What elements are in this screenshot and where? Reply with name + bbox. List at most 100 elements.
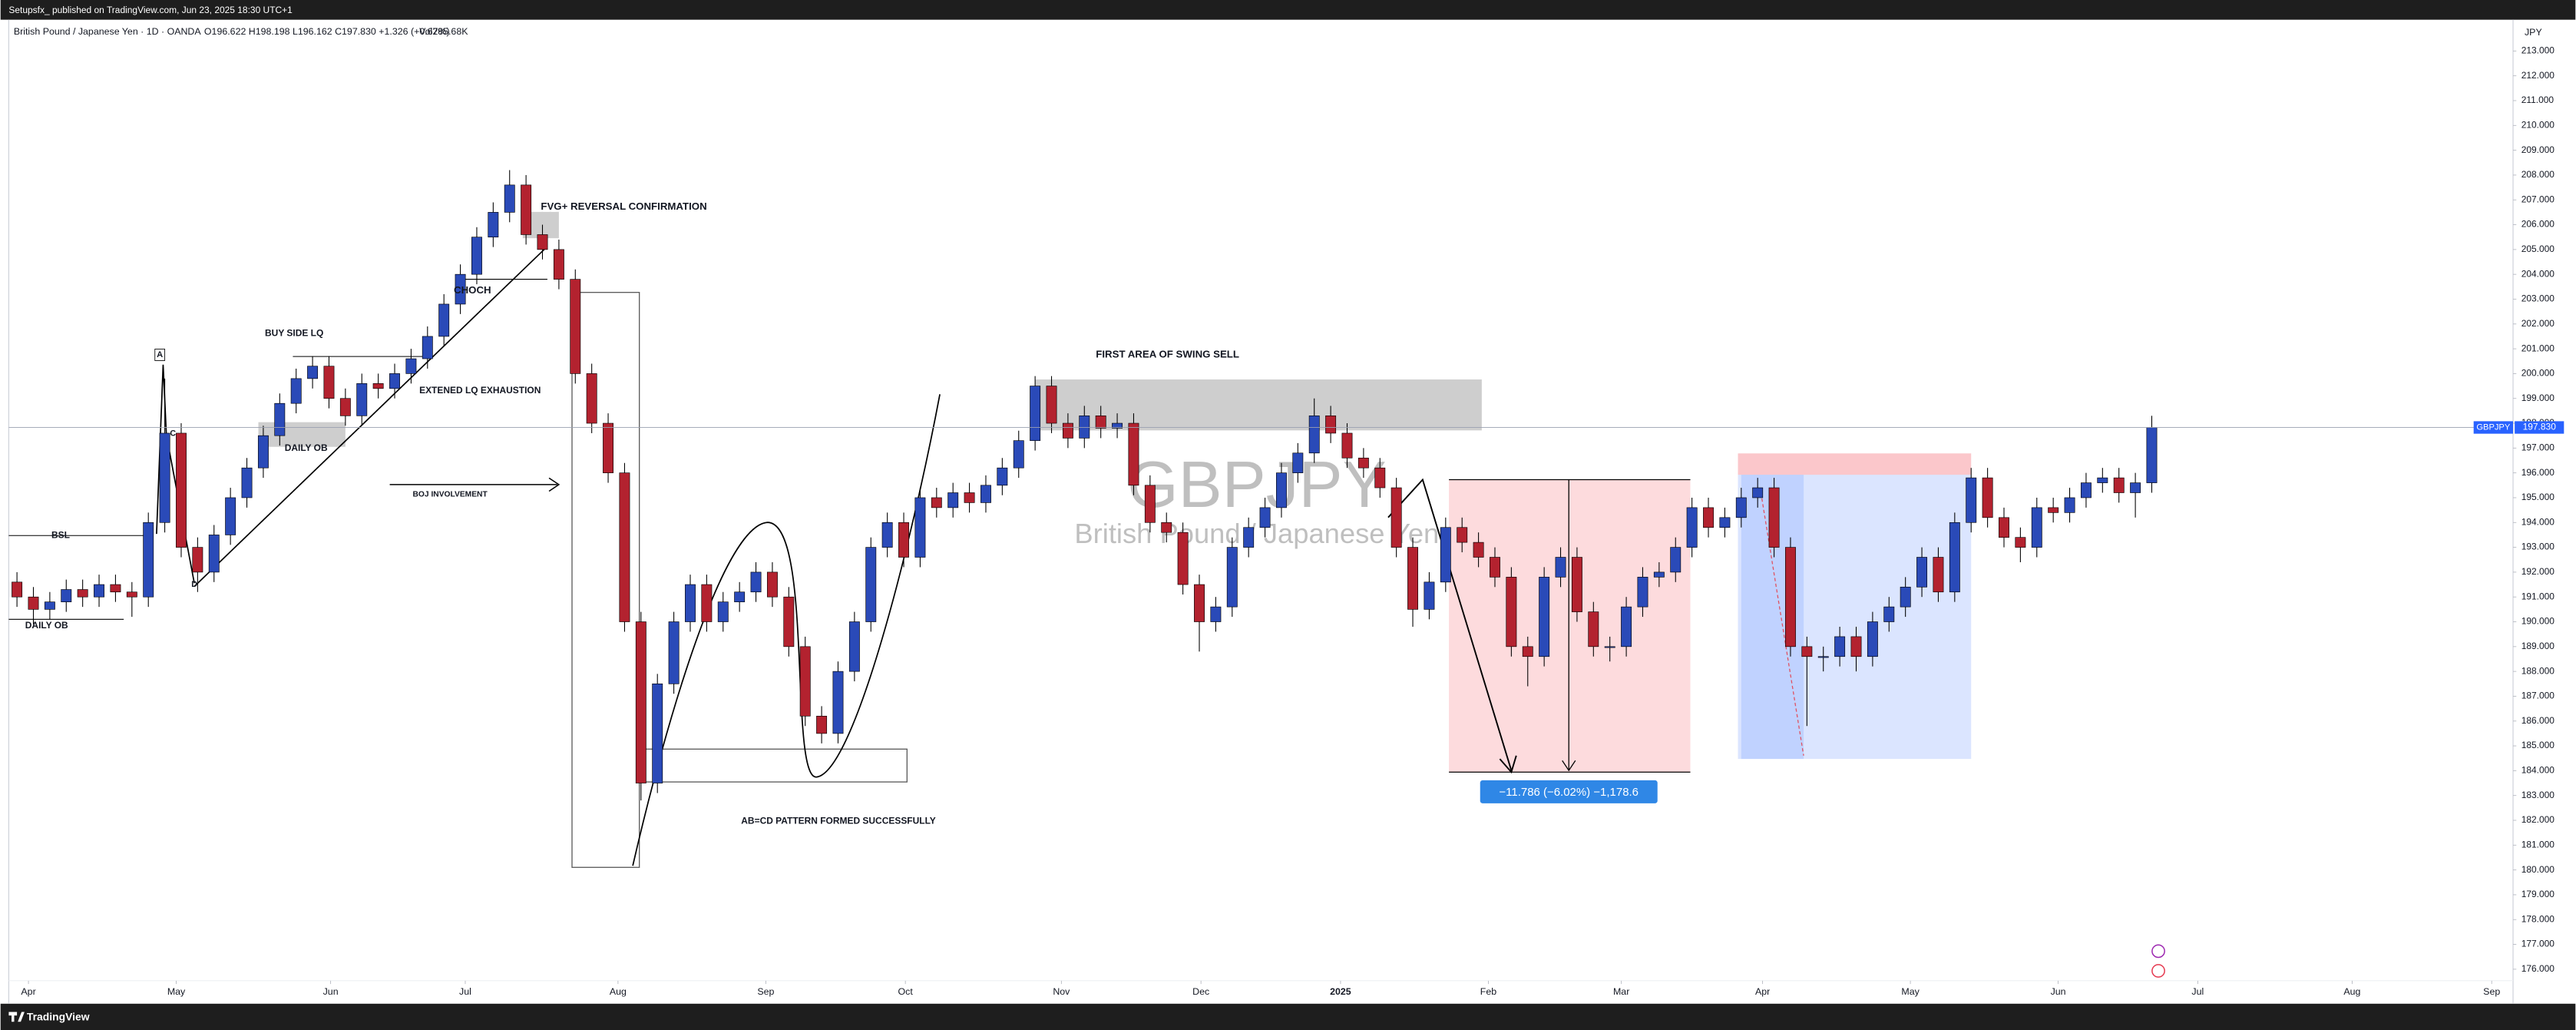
candle-body xyxy=(947,492,959,508)
candle-body xyxy=(1867,621,1878,657)
x-tick-label: Feb xyxy=(1480,986,1496,997)
candle-body xyxy=(307,366,319,379)
y-tick-label: 190.000 xyxy=(2521,616,2555,627)
y-tick-label: 182.000 xyxy=(2521,814,2555,825)
candle-body xyxy=(1588,611,1599,647)
measure-label: −11.786 (−6.02%) −1,178.6 xyxy=(1499,786,1639,799)
measure-box xyxy=(1480,780,1658,803)
candle-body xyxy=(898,522,909,558)
candle-body xyxy=(521,184,532,235)
y-tick-label: 192.000 xyxy=(2521,566,2555,577)
candle-body xyxy=(816,715,828,734)
candle-body xyxy=(126,591,137,598)
y-tick-label: 210.000 xyxy=(2521,119,2555,130)
candle-body xyxy=(766,571,778,598)
x-tick-label: Apr xyxy=(21,986,35,997)
y-tick-label: 191.000 xyxy=(2521,591,2555,601)
candle-body xyxy=(1357,457,1369,469)
event-icon[interactable] xyxy=(2151,964,2165,978)
annotation: D xyxy=(191,580,197,589)
drawings: −11.786 (−6.02%) −1,178.6 xyxy=(8,211,2165,978)
x-tick-label: Jun xyxy=(2051,986,2066,997)
candle-body xyxy=(2064,497,2075,513)
annotation: FIRST AREA OF SWING SELL xyxy=(1096,348,1239,359)
x-tick-label: Oct xyxy=(898,986,914,997)
candle-body xyxy=(1999,517,2009,538)
x-tick-label: Sep xyxy=(2483,986,2500,997)
candle-body xyxy=(1407,547,1418,610)
y-tick-label: 203.000 xyxy=(2521,293,2555,304)
y-tick-label: 194.000 xyxy=(2521,516,2555,527)
candle-body xyxy=(1473,541,1484,558)
y-tick-label: 189.000 xyxy=(2521,641,2555,651)
candle-body xyxy=(1128,422,1139,486)
candle-body xyxy=(652,683,663,783)
stop-zone xyxy=(1738,453,1972,475)
candle-body xyxy=(94,584,104,598)
candle-body xyxy=(1177,532,1189,585)
candle-body xyxy=(28,596,39,610)
candle-body xyxy=(241,467,253,498)
candle-body xyxy=(865,547,877,622)
candle-body xyxy=(1440,527,1451,583)
candle-body xyxy=(1144,485,1156,523)
candle-body xyxy=(1275,472,1287,508)
x-tick-label: Aug xyxy=(610,986,627,997)
candle-body xyxy=(143,522,154,598)
candle-body xyxy=(1506,577,1517,647)
annotation: DAILY OB xyxy=(285,442,328,453)
y-tick-label: 208.000 xyxy=(2521,169,2555,180)
candle-body xyxy=(1933,557,1944,593)
y-tick-label: 205.000 xyxy=(2521,243,2555,254)
watermark-subtitle: British Pound / Japanese Yen xyxy=(1074,518,1439,549)
y-tick-label: 199.000 xyxy=(2521,392,2555,403)
currency: JPY xyxy=(2525,27,2542,38)
candle-body xyxy=(192,547,203,573)
candle-body xyxy=(1522,646,1533,657)
candle-body xyxy=(1670,547,1682,573)
y-tick-label: 188.000 xyxy=(2521,665,2555,676)
x-tick-label: May xyxy=(167,986,186,997)
candle-body xyxy=(848,621,860,672)
annotation: BUY SIDE LQ xyxy=(265,327,323,338)
candle-body xyxy=(553,249,564,280)
x-tick-label: Apr xyxy=(1755,986,1770,997)
candle-body xyxy=(471,237,482,275)
candle-body xyxy=(405,358,417,374)
candle-body xyxy=(356,383,368,416)
candle-body xyxy=(1801,646,1813,657)
x-tick-label: Aug xyxy=(2343,986,2360,997)
annotations: FVG+ REVERSAL CONFIRMATION CHOCH BUY SIDE … xyxy=(25,200,1239,826)
footer-brand: TradingView xyxy=(27,1011,90,1023)
last-price-label: 197.830 xyxy=(2523,422,2557,432)
candle-body xyxy=(914,497,926,558)
y-tick-label: 207.000 xyxy=(2521,194,2555,204)
y-tick-label: 178.000 xyxy=(2521,913,2555,924)
candle-body xyxy=(438,303,450,337)
y-tick-label: 184.000 xyxy=(2521,765,2555,776)
candle-body xyxy=(701,584,713,622)
candle-body xyxy=(2130,482,2141,493)
candle-body xyxy=(110,584,121,593)
ohlc: O196.622 H198.198 L196.162 C197.830 +1.3… xyxy=(204,26,450,37)
candle-body xyxy=(1785,547,1796,647)
candle-body xyxy=(1013,440,1024,469)
candle-body xyxy=(570,279,581,374)
candle-body xyxy=(1916,557,1928,588)
annotation: BOJ INVOLVEMENT xyxy=(413,490,488,498)
event-icon[interactable] xyxy=(2151,944,2165,959)
candle-body xyxy=(1719,517,1731,528)
last-price-symbol-box xyxy=(2473,421,2514,434)
candle-body xyxy=(1079,416,1090,439)
candle-body xyxy=(1850,636,1862,657)
x-tick-label: Mar xyxy=(1613,986,1629,997)
candle-body xyxy=(1637,577,1648,608)
annotation: FVG+ REVERSAL CONFIRMATION xyxy=(541,200,706,212)
candle-body xyxy=(422,336,433,359)
x-tick-label: Jul xyxy=(459,986,471,997)
sell-zone xyxy=(1035,379,1482,431)
candle-body xyxy=(12,581,23,598)
box xyxy=(643,748,908,783)
candle-body xyxy=(1161,522,1172,533)
